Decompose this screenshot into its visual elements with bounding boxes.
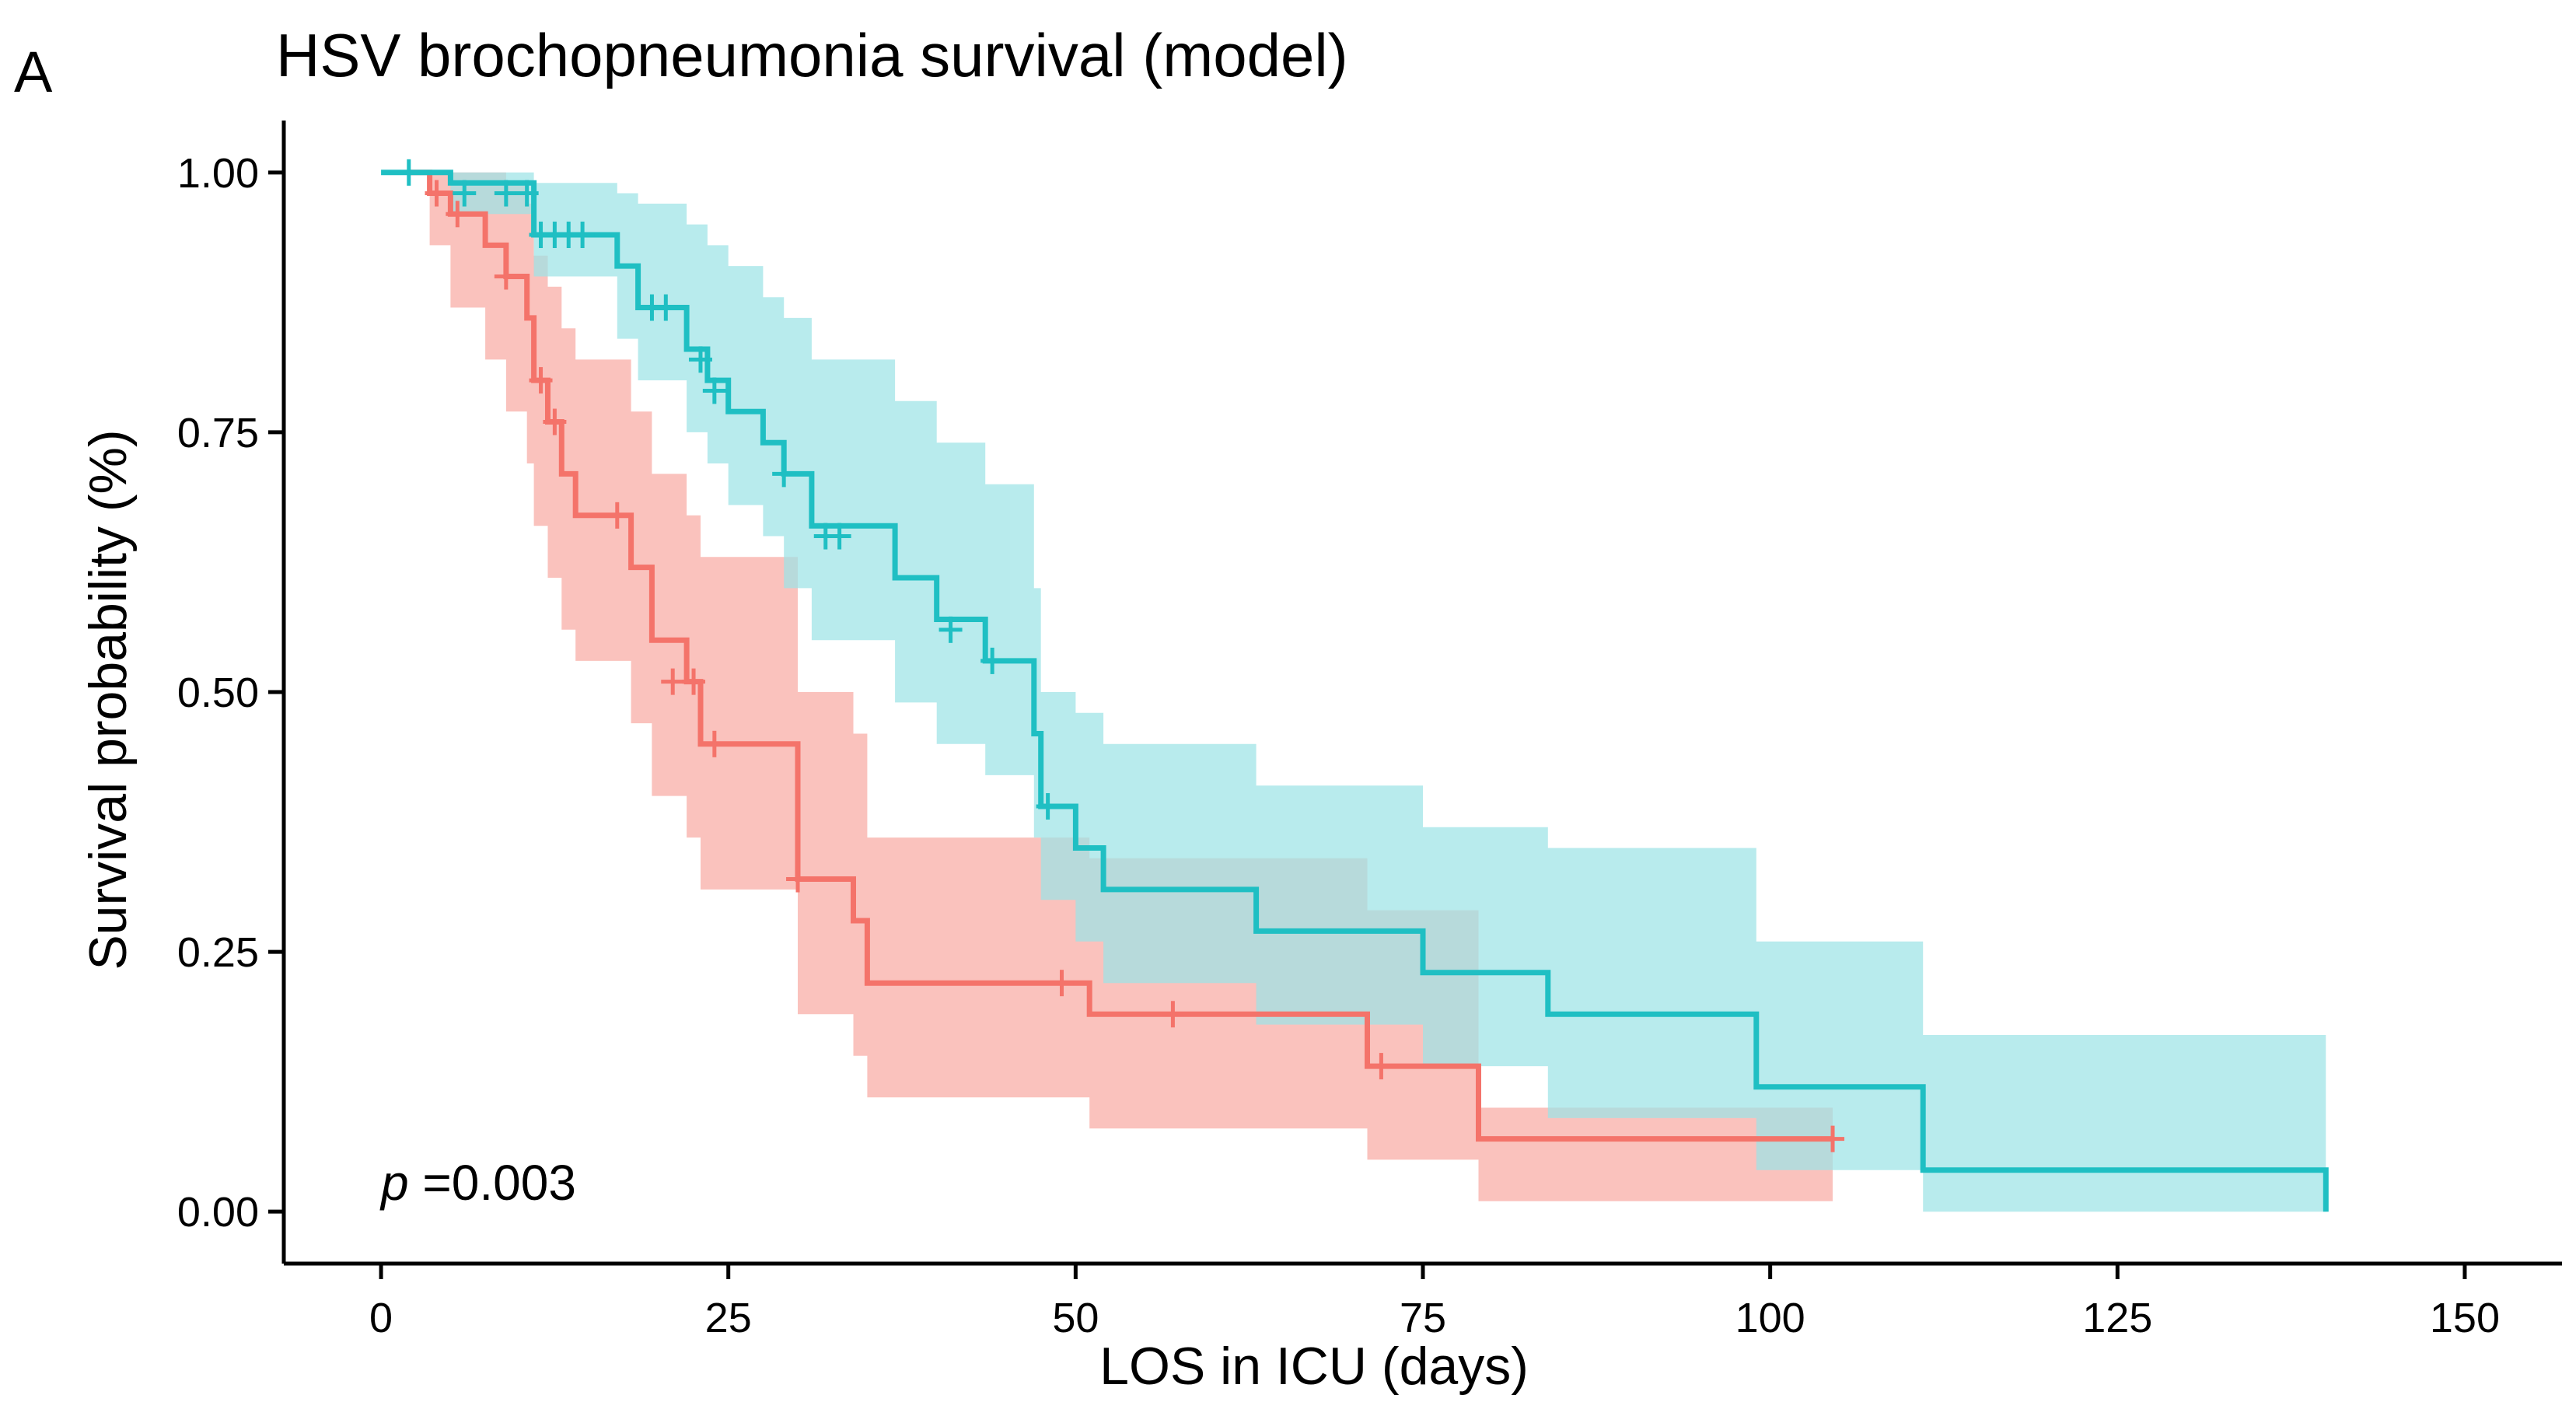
p-value-annotation: p =0.003 [379, 1155, 576, 1211]
red-group-censor-mark [786, 865, 810, 893]
p-symbol: p [379, 1155, 409, 1211]
red-group-censor-mark [702, 730, 726, 757]
p-value: =0.003 [422, 1155, 576, 1211]
teal-group-censor-mark [494, 180, 518, 207]
teal-group-censor-mark [938, 616, 963, 643]
teal-group-survival-line [381, 170, 2329, 1212]
y-tick-label: 0.00 [177, 1189, 259, 1236]
teal-group-censor-mark [980, 647, 1005, 674]
teal-group-censor-mark [515, 180, 539, 207]
red-group-censor-mark [446, 201, 470, 228]
teal-group-censor-mark [827, 523, 851, 550]
y-tick-label: 1.00 [177, 150, 259, 197]
x-tick-label: 125 [2082, 1295, 2152, 1341]
x-tick-label: 25 [705, 1295, 752, 1341]
teal-group-censor-mark [772, 460, 796, 488]
red-group-censor-mark [682, 668, 706, 695]
red-group-censor-mark [1050, 970, 1074, 997]
y-tick-label: 0.50 [177, 670, 259, 716]
survival-curves [381, 170, 2329, 1212]
x-tick-label: 150 [2430, 1295, 2500, 1341]
red-group-censor-mark [543, 408, 567, 435]
red-group-censor-mark [661, 668, 685, 695]
censor-marks [397, 159, 1845, 1152]
teal-group-censor-mark [397, 159, 421, 186]
red-group-censor-mark [529, 367, 553, 394]
y-axis-title: Survival probability (%) [79, 429, 138, 970]
red-group-censor-mark [605, 502, 629, 529]
y-ticks: 0.00 0.25 0.50 0.75 1.00 [177, 150, 284, 1236]
y-tick-label: 0.25 [177, 929, 259, 976]
x-tick-label: 100 [1735, 1295, 1805, 1341]
x-tick-label: 75 [1400, 1295, 1446, 1341]
x-axis-title: LOS in ICU (days) [1099, 1337, 1529, 1396]
red-group-censor-mark [1369, 1053, 1393, 1080]
teal-group-censor-mark [688, 346, 712, 373]
y-tick-label: 0.75 [177, 410, 259, 456]
panel-label: A [14, 40, 53, 104]
teal-group-censor-mark [654, 294, 678, 321]
red-group-censor-mark [425, 180, 449, 207]
x-tick-label: 50 [1052, 1295, 1099, 1341]
x-ticks: 0 25 50 75 100 125 150 [369, 1264, 2500, 1341]
chart-title: HSV brochopneumonia survival (model) [276, 21, 1348, 89]
red-group-censor-mark [494, 263, 518, 290]
x-tick-label: 0 [369, 1295, 393, 1341]
red-group-censor-mark [1161, 1001, 1185, 1028]
axes: 0 25 50 75 100 125 150 0.00 0.25 0.50 0.75 1.00 [177, 121, 2562, 1341]
teal-group-censor-mark [453, 180, 477, 207]
red-group-survival-line [408, 170, 1833, 1142]
teal-group-censor-mark [571, 222, 595, 248]
teal-group-censor-mark [702, 377, 726, 404]
confidence-bands [381, 172, 2326, 1212]
teal-group-censor-mark [1036, 793, 1060, 820]
teal-group-ci-band [381, 172, 2326, 1212]
red-group-censor-mark [1821, 1125, 1845, 1152]
